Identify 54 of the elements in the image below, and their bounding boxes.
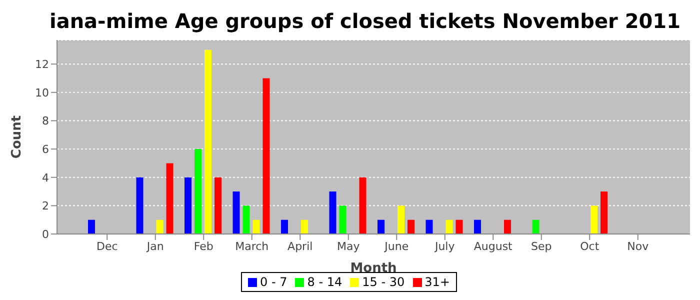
bar [590,206,598,234]
legend-label: 8 - 14 [306,275,342,289]
bar [214,177,222,234]
x-tick-label: May [337,240,360,253]
bar [474,220,481,234]
y-tick-label: 6 [42,142,49,156]
y-tick-label: 8 [42,114,49,128]
bar [339,206,346,234]
bar [446,220,453,234]
x-tick-label: March [235,240,269,253]
bar [136,177,144,234]
bar [378,220,384,234]
legend-label: 15 - 30 [361,275,405,289]
bar [194,149,202,234]
y-tick-label: 0 [42,228,49,241]
x-tick-label: Nov [627,240,650,253]
y-tick-label: 2 [42,200,49,213]
bar [88,220,95,234]
bar [252,220,260,234]
bar [359,177,366,234]
bar [456,220,463,234]
bar [600,192,608,234]
bar [242,206,250,234]
y-tick-label: 12 [35,58,49,71]
bar [532,220,540,234]
y-tick-label: 10 [35,86,49,100]
x-tick-label: Sep [531,240,552,253]
x-axis-title: Month [350,261,397,276]
bar [281,220,288,234]
x-tick-label: Feb [194,240,214,253]
bar [232,192,240,234]
x-tick-label: Oct [580,240,600,253]
x-tick-label: Dec [96,240,118,253]
y-axis-title: Count [10,115,25,159]
bar [398,206,404,234]
x-tick-label: August [474,240,514,253]
bar [329,192,336,234]
x-tick-label: July [434,240,456,253]
legend-label: 0 - 7 [259,275,288,289]
legend-label: 31+ [424,275,450,289]
bar [504,220,511,234]
bar [204,50,212,234]
chart-title: iana-mime Age groups of closed tickets November 2011 [48,8,682,35]
bar [301,220,308,234]
bar [166,163,174,234]
y-tick-label: 4 [42,171,49,184]
bar [262,78,270,234]
bar [156,220,164,234]
bar [408,220,414,234]
bar [184,177,192,234]
x-tick-label: April [288,240,313,253]
bar [426,220,433,234]
x-tick-label: June [384,240,409,253]
x-tick-label: Jan [146,240,164,253]
